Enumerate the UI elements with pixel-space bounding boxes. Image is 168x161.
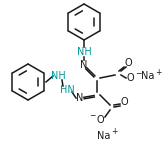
Text: N: N [80,60,88,70]
Text: −: − [89,112,95,120]
Text: Na: Na [97,131,111,141]
Text: HN: HN [60,85,74,95]
Text: +: + [111,128,117,137]
Text: −: − [135,70,141,79]
Text: Na: Na [141,71,155,81]
Text: O: O [96,115,104,125]
Text: O: O [120,97,128,107]
Text: NH: NH [77,47,91,57]
Text: O: O [126,73,134,83]
Text: O: O [124,58,132,68]
Text: N: N [76,93,84,103]
Text: NH: NH [51,71,65,81]
Text: +: + [155,67,161,76]
